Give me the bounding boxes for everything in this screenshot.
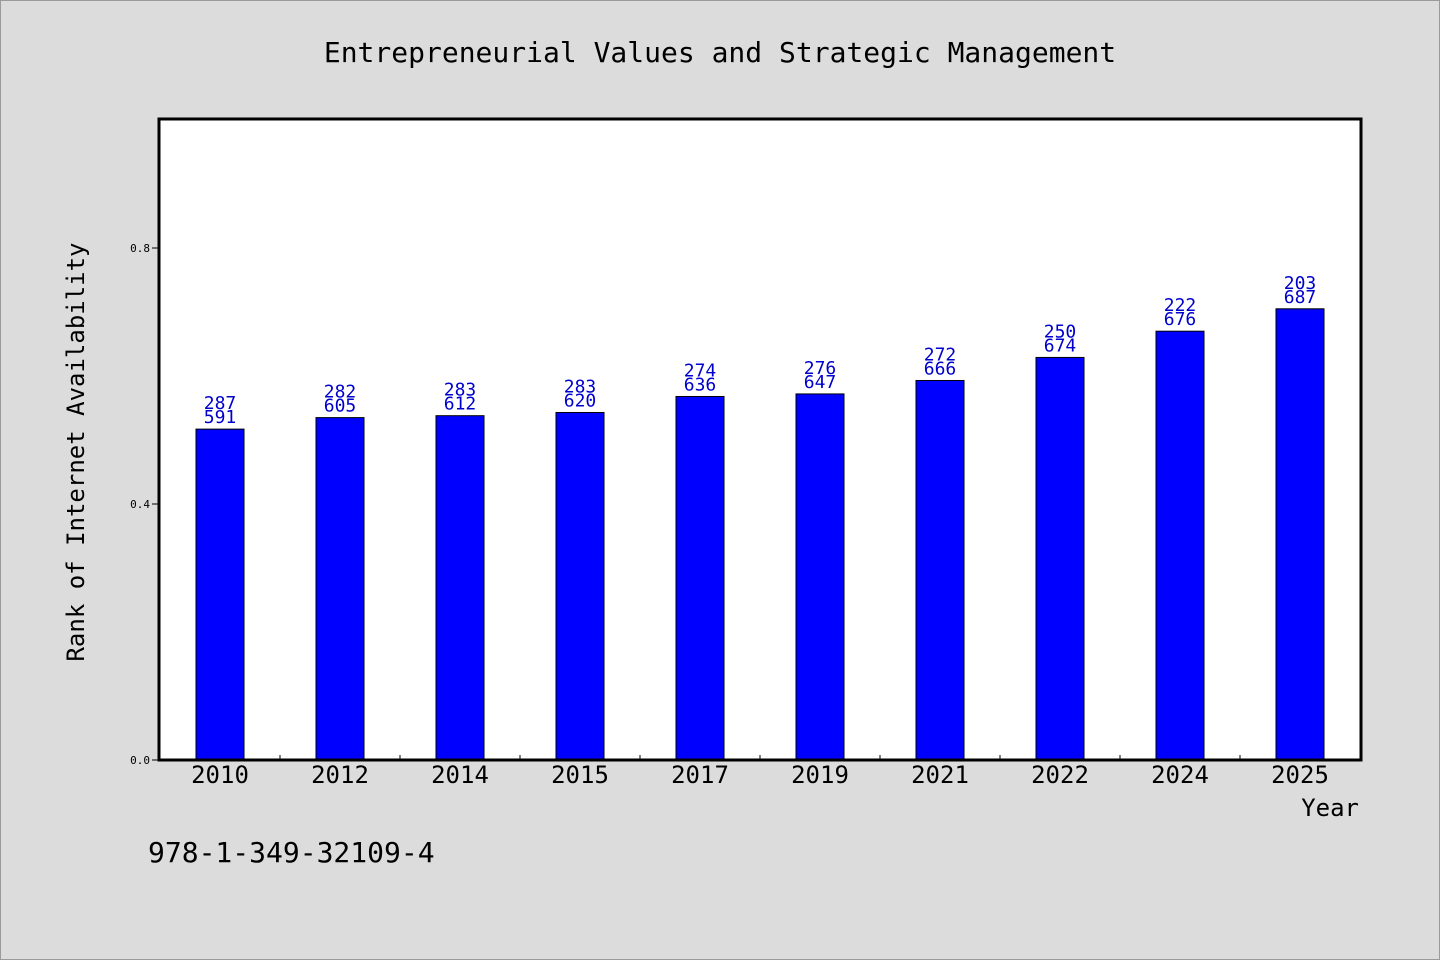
data-label-bottom-2014: 612	[444, 394, 477, 415]
data-label-bottom-2010: 591	[204, 407, 237, 428]
data-label-bottom-2019: 647	[804, 372, 837, 393]
data-label-bottom-2012: 605	[324, 396, 357, 417]
bar-2010	[195, 428, 245, 761]
y-tick-label-0.0: 0.0	[130, 754, 150, 767]
y-tick-label-0.8: 0.8	[130, 242, 150, 255]
data-label-bottom-2015: 620	[564, 390, 597, 411]
plot-border	[157, 117, 1363, 762]
data-label-top-2021: 272	[924, 344, 957, 365]
data-label-top-2017: 274	[684, 360, 717, 381]
x-tick-label-2024: 2024	[1151, 761, 1209, 789]
bar-2012	[315, 417, 365, 761]
bar-2015	[555, 411, 605, 761]
x-tick-label-2022: 2022	[1031, 761, 1089, 789]
data-label-bottom-2025: 687	[1284, 287, 1317, 308]
data-label-top-2019: 276	[804, 358, 837, 379]
x-tick-label-2014: 2014	[431, 761, 489, 789]
bars-group	[195, 308, 1325, 761]
x-tick-label-2017: 2017	[671, 761, 729, 789]
y-ticks-group: 0.0 0.4 0.8	[130, 242, 160, 767]
data-label-bottom-2021: 666	[924, 358, 957, 379]
bar-2017	[675, 395, 725, 761]
data-label-top-2010: 287	[204, 393, 237, 414]
data-labels-group: 2875912826052836122836202746362766472726…	[204, 273, 1317, 428]
x-tick-label-2015: 2015	[551, 761, 609, 789]
x-tick-label-2019: 2019	[791, 761, 849, 789]
x-axis-label: Year	[1301, 794, 1359, 822]
y-axis-label: Rank of Internet Availability	[62, 242, 90, 661]
x-tick-label-2025: 2025	[1271, 761, 1329, 789]
bar-2014	[435, 415, 485, 761]
data-label-top-2012: 282	[324, 382, 357, 403]
bar-2024	[1155, 330, 1205, 761]
y-tick-label-0.4: 0.4	[130, 498, 150, 511]
data-label-top-2014: 283	[444, 380, 477, 401]
data-label-top-2025: 203	[1284, 273, 1317, 294]
data-label-bottom-2024: 676	[1164, 309, 1197, 330]
bar-2019	[795, 393, 845, 761]
data-label-top-2024: 222	[1164, 295, 1197, 316]
bar-2022	[1035, 356, 1085, 761]
data-label-top-2015: 283	[564, 376, 597, 397]
x-tick-label-2021: 2021	[911, 761, 969, 789]
x-tick-label-2010: 2010	[191, 761, 249, 789]
x-ticks-group: 2010 2012 2014 2015 2017 2019 2021 2022 2024 2025	[191, 755, 1329, 789]
data-label-top-2022: 250	[1044, 321, 1077, 342]
footnote-isbn: 978-1-349-32109-4	[148, 836, 435, 869]
bar-2025	[1275, 308, 1325, 761]
bar-2021	[915, 379, 965, 761]
data-label-bottom-2017: 636	[684, 374, 717, 395]
chart-title: Entrepreneurial Values and Strategic Man…	[324, 36, 1116, 69]
data-label-bottom-2022: 674	[1044, 335, 1077, 356]
x-tick-label-2012: 2012	[311, 761, 369, 789]
